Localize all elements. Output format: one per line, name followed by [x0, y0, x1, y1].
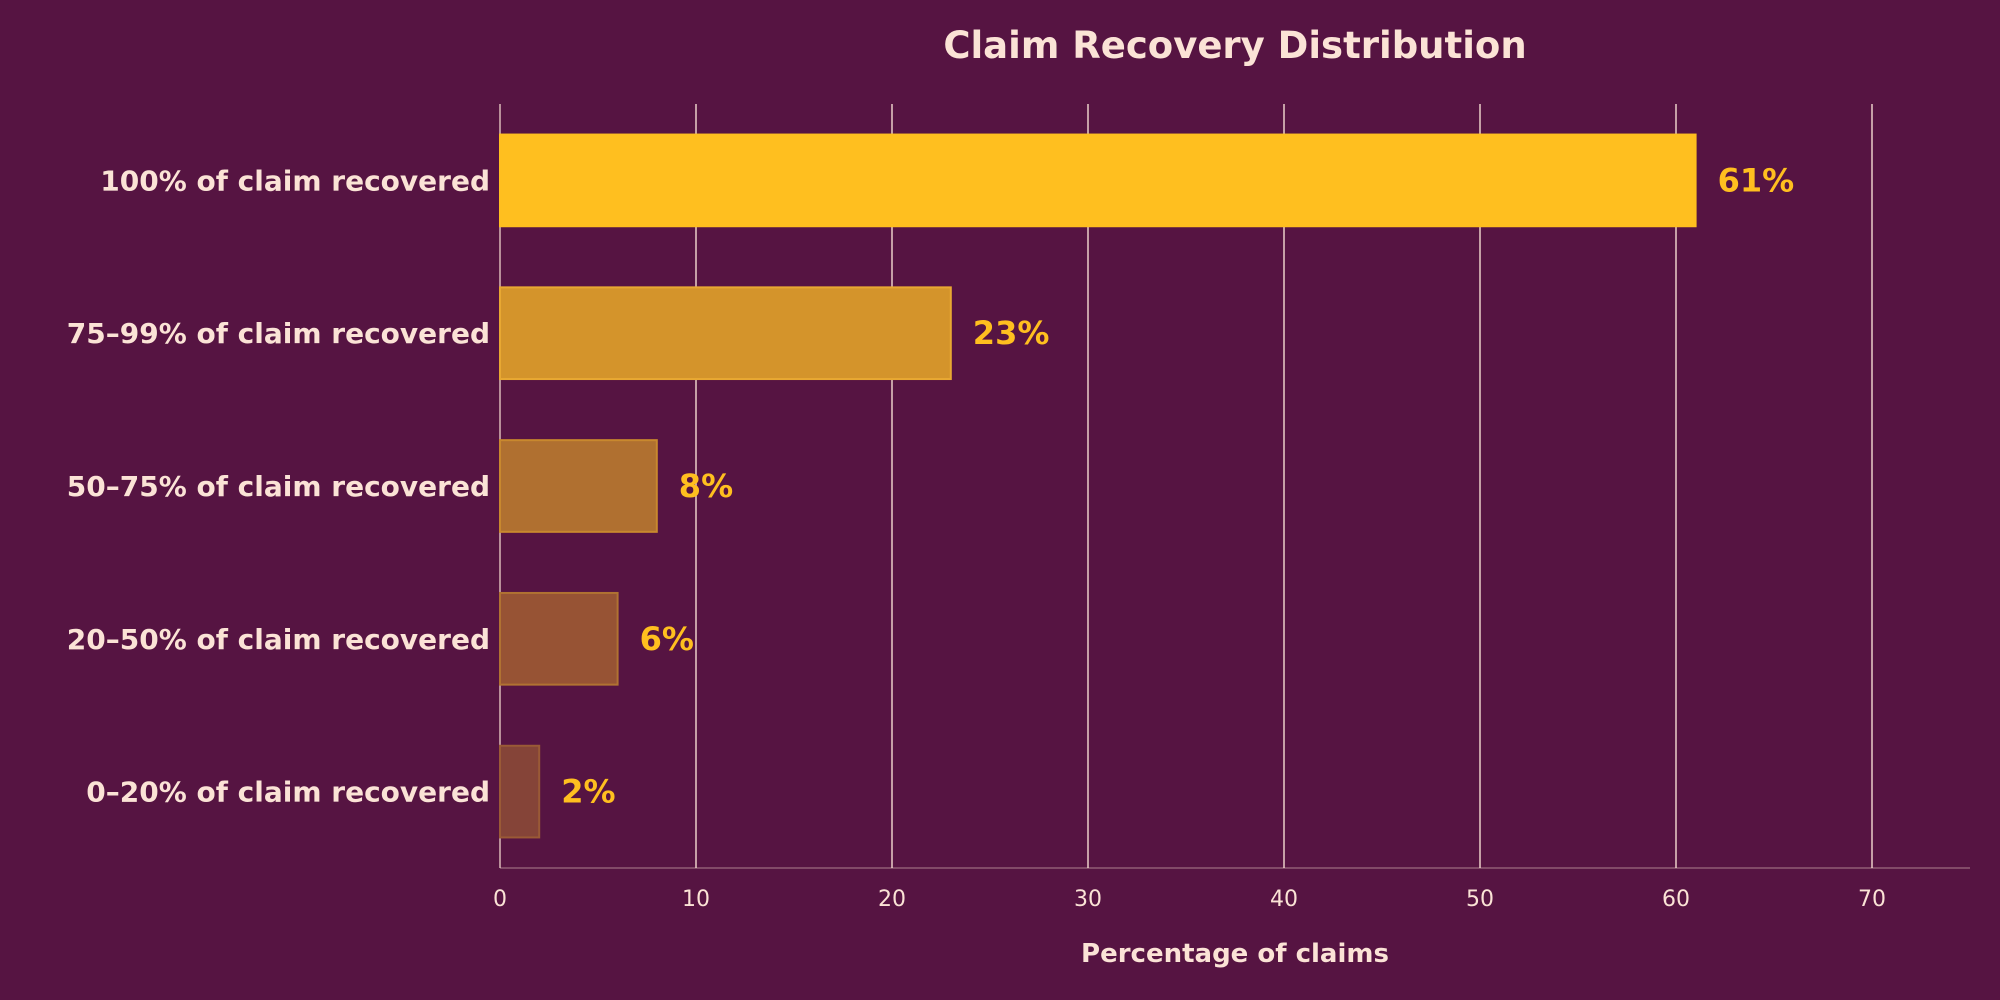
value-label: 2% — [561, 773, 615, 811]
x-tick-label: 70 — [1858, 887, 1886, 912]
value-label: 6% — [640, 620, 694, 658]
category-label: 20–50% of claim recovered — [67, 623, 490, 656]
bar — [499, 744, 541, 839]
value-labels: 61% 23% 8% 6% 2% — [561, 161, 1794, 810]
category-label: 100% of claim recovered — [100, 164, 490, 197]
bar — [499, 439, 658, 533]
x-tick-label: 60 — [1662, 887, 1690, 912]
category-label: 75–99% of claim recovered — [67, 317, 490, 350]
bar — [499, 133, 1697, 228]
x-tick-labels: 0 10 20 30 40 50 60 70 — [493, 887, 1886, 912]
chart-title: Claim Recovery Distribution — [943, 24, 1526, 67]
x-tick-label: 0 — [493, 887, 507, 912]
gridlines — [499, 104, 1970, 869]
category-labels: 100% of claim recovered 75–99% of claim r… — [67, 164, 490, 808]
category-label: 0–20% of claim recovered — [86, 776, 490, 809]
x-tick-label: 40 — [1270, 887, 1298, 912]
x-axis-title: Percentage of claims — [1081, 939, 1389, 969]
x-tick-label: 20 — [878, 887, 906, 912]
value-label: 8% — [679, 467, 733, 505]
value-label: 61% — [1718, 161, 1795, 199]
x-tick-label: 10 — [682, 887, 710, 912]
category-label: 50–75% of claim recovered — [67, 470, 490, 503]
x-tick-label: 50 — [1466, 887, 1494, 912]
bar — [499, 591, 619, 686]
x-tick-label: 30 — [1074, 887, 1102, 912]
bars — [499, 133, 1697, 839]
value-label: 23% — [973, 314, 1050, 352]
bar — [499, 286, 952, 381]
